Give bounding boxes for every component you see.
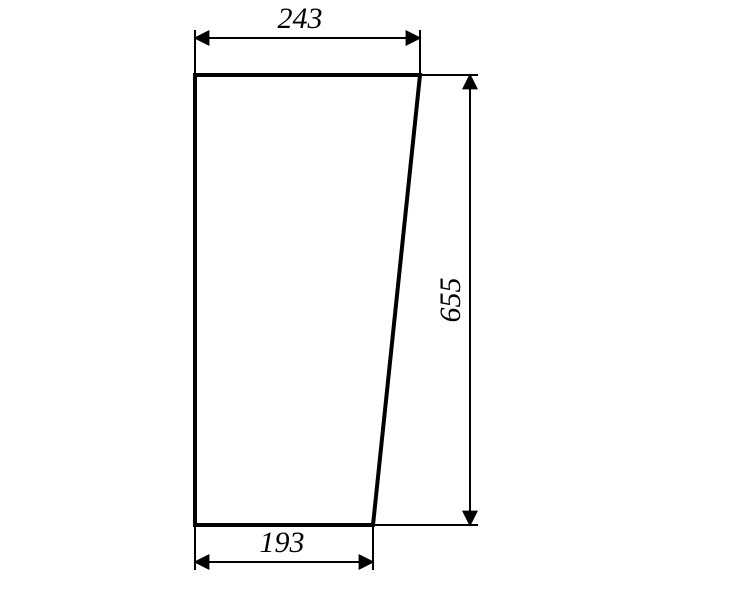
trapezoid-shape [195, 75, 420, 525]
dim-top-value: 243 [278, 2, 323, 35]
dim-height-value: 655 [434, 278, 467, 323]
dim-bottom-value: 193 [260, 526, 305, 559]
technical-drawing: 243 193 655 [0, 0, 750, 600]
